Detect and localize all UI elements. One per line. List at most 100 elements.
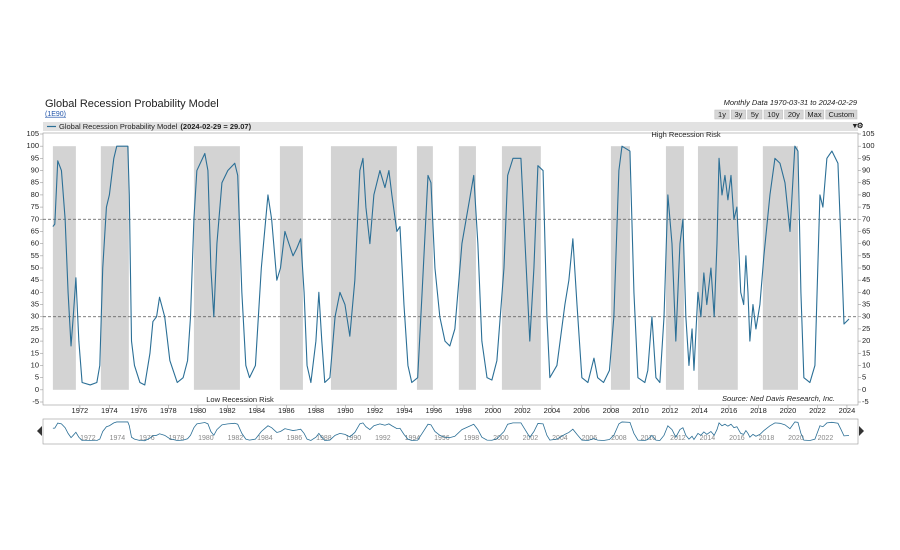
recession-shade (458, 146, 476, 390)
navigator-label: 1998 (464, 435, 480, 442)
navigator-label: 2016 (729, 435, 745, 442)
y2-tick-label: 60 (862, 239, 870, 248)
legend-value: (2024-02-29 = 29.07) (180, 122, 251, 131)
y-tick-label: 10 (31, 360, 39, 369)
navigator-line (52, 421, 850, 442)
x-tick-label: 2016 (721, 406, 738, 415)
y2-tick-label: 85 (862, 178, 870, 187)
navigator-label: 2018 (759, 435, 775, 442)
x-tick-label: 1972 (72, 406, 89, 415)
y2-tick-label: 105 (862, 129, 875, 138)
x-tick-label: 1990 (337, 406, 354, 415)
y2-tick-label: 30 (862, 312, 870, 321)
navigator-label: 1978 (169, 435, 185, 442)
y2-tick-label: 5 (862, 373, 866, 382)
range-button-label[interactable]: 20y (788, 110, 800, 119)
y-tick-label: 35 (31, 300, 39, 309)
navigator-label: 1996 (434, 435, 450, 442)
navigator-label: 1986 (287, 435, 303, 442)
x-tick-label: 2000 (485, 406, 502, 415)
y-tick-label: 30 (31, 312, 39, 321)
y2-tick-label: 95 (862, 153, 870, 162)
series-line (52, 145, 850, 386)
chart-code[interactable]: (1E90) (45, 111, 66, 118)
y-tick-label: 75 (31, 202, 39, 211)
y-tick-label: 15 (31, 348, 39, 357)
y-tick-label: 0 (35, 385, 39, 394)
x-tick-label: 1984 (249, 406, 266, 415)
range-button[interactable] (784, 109, 804, 120)
y-tick-label: 95 (31, 153, 39, 162)
y-tick-label: 5 (35, 373, 39, 382)
y2-tick-label: 55 (862, 251, 870, 260)
range-button[interactable] (714, 109, 730, 120)
navigator-right-handle[interactable] (859, 426, 864, 436)
range-button[interactable] (747, 109, 763, 120)
navigator-left-handle[interactable] (37, 426, 42, 436)
range-button-label[interactable]: Max (807, 110, 821, 119)
y-tick-label: 80 (31, 190, 39, 199)
x-tick-label: 1982 (219, 406, 236, 415)
navigator-label: 1992 (375, 435, 391, 442)
x-tick-label: 1998 (455, 406, 472, 415)
y-tick-label: 55 (31, 251, 39, 260)
y-tick-label: 40 (31, 287, 39, 296)
y-tick-label: -5 (32, 397, 39, 406)
navigator-label: 1972 (80, 435, 96, 442)
navigator-label: 1976 (139, 435, 155, 442)
x-tick-label: 1996 (426, 406, 443, 415)
recession-shade (665, 146, 684, 390)
y2-tick-label: 20 (862, 336, 870, 345)
x-tick-label: 2024 (839, 406, 856, 415)
navigator-label: 2004 (552, 435, 568, 442)
range-button-label[interactable]: 3y (734, 110, 742, 119)
y2-tick-label: 15 (862, 348, 870, 357)
navigator-label: 2006 (582, 435, 598, 442)
navigator-label: 1994 (405, 435, 421, 442)
x-tick-label: 1988 (308, 406, 325, 415)
y-tick-label: 85 (31, 178, 39, 187)
y2-tick-label: 80 (862, 190, 870, 199)
navigator-label: 1990 (346, 435, 362, 442)
navigator-label: 2012 (670, 435, 686, 442)
navigator-label: 2014 (700, 435, 716, 442)
x-tick-label: 2022 (809, 406, 826, 415)
x-tick-label: 1974 (101, 406, 118, 415)
range-button-label[interactable]: Custom (828, 110, 854, 119)
range-button[interactable] (763, 109, 783, 120)
x-tick-label: 1992 (367, 406, 384, 415)
navigator-label: 2020 (788, 435, 804, 442)
y2-tick-label: 25 (862, 324, 870, 333)
y-tick-label: 25 (31, 324, 39, 333)
navigator-label: 2008 (611, 435, 627, 442)
range-button-label[interactable]: 1y (718, 110, 726, 119)
settings-icon[interactable]: ▾⚙ (852, 121, 864, 130)
navigator-label: 1974 (110, 435, 126, 442)
recession-shade (279, 146, 303, 390)
y-tick-label: 20 (31, 336, 39, 345)
y2-tick-label: 75 (862, 202, 870, 211)
range-button-label[interactable]: 5y (751, 110, 759, 119)
annotation-low: Low Recession Risk (206, 395, 274, 404)
y2-tick-label: 90 (862, 166, 870, 175)
navigator-label: 2002 (523, 435, 539, 442)
legend-label: Global Recession Probability Model (59, 122, 178, 131)
x-tick-label: 2002 (514, 406, 531, 415)
navigator-label: 1988 (316, 435, 332, 442)
range-button-label[interactable]: 10y (767, 110, 779, 119)
navigator[interactable] (42, 418, 859, 445)
x-tick-label: 1986 (278, 406, 295, 415)
range-button[interactable] (730, 109, 746, 120)
x-tick-label: 2018 (750, 406, 767, 415)
x-tick-label: 1980 (190, 406, 207, 415)
legend-bar (43, 122, 858, 131)
range-button[interactable] (804, 109, 825, 120)
x-tick-label: 2020 (780, 406, 797, 415)
y-tick-label: 105 (26, 129, 39, 138)
range-button[interactable] (825, 109, 858, 120)
y-tick-label: 100 (26, 141, 39, 150)
annotation-high: High Recession Risk (651, 130, 720, 139)
date-range: Monthly Data 1970-03-31 to 2024-02-29 (724, 98, 858, 107)
source-note: Source: Ned Davis Research, Inc. (722, 394, 835, 403)
